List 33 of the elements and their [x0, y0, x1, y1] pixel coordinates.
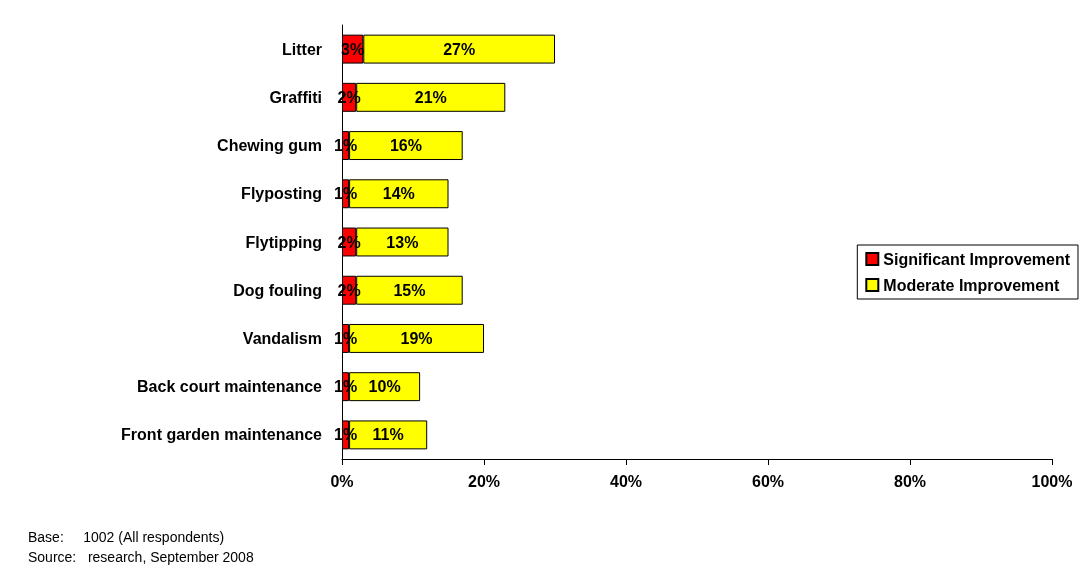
- legend-label: Significant Improvement: [883, 250, 1071, 268]
- y-tick-label: Front garden maintenance: [121, 426, 323, 444]
- data-label: 19%: [400, 329, 433, 347]
- x-tick-label: 20%: [467, 472, 501, 490]
- data-label: 16%: [389, 137, 422, 155]
- y-tick-label: Back court maintenance: [137, 378, 323, 396]
- data-label: 1%: [333, 329, 358, 347]
- y-tick-label: Chewing gum: [217, 137, 322, 155]
- x-tick-label: 40%: [609, 472, 643, 490]
- y-tick-label: Flyposting: [241, 185, 322, 203]
- y-tick-label: Graffiti: [269, 88, 322, 106]
- data-label: 1%: [333, 137, 358, 155]
- y-tick-label: Flytipping: [245, 233, 322, 251]
- data-label: 11%: [372, 426, 404, 444]
- data-label: 14%: [382, 185, 415, 203]
- y-tick-label: Dog fouling: [233, 281, 322, 299]
- x-tick-label: 100%: [1031, 472, 1073, 490]
- data-label: 1%: [333, 426, 358, 444]
- text: Base: 1002 (All respondents): [28, 529, 225, 545]
- legend-label: Moderate Improvement: [883, 276, 1061, 294]
- data-label: 21%: [414, 88, 447, 106]
- data-label: 15%: [393, 281, 426, 299]
- data-label: 1%: [333, 378, 358, 396]
- x-tick-label: 60%: [751, 472, 785, 490]
- source-note: Source: research, September 2008: [28, 549, 254, 565]
- data-label: 13%: [386, 233, 419, 251]
- y-tick-label: Litter: [282, 40, 322, 58]
- data-label: 1%: [333, 185, 358, 203]
- x-tick-label: 80%: [893, 472, 927, 490]
- x-tick-label: 0%: [330, 472, 354, 490]
- data-label: 10%: [368, 378, 401, 396]
- y-tick-label: Vandalism: [242, 329, 322, 347]
- data-label: 27%: [443, 40, 476, 58]
